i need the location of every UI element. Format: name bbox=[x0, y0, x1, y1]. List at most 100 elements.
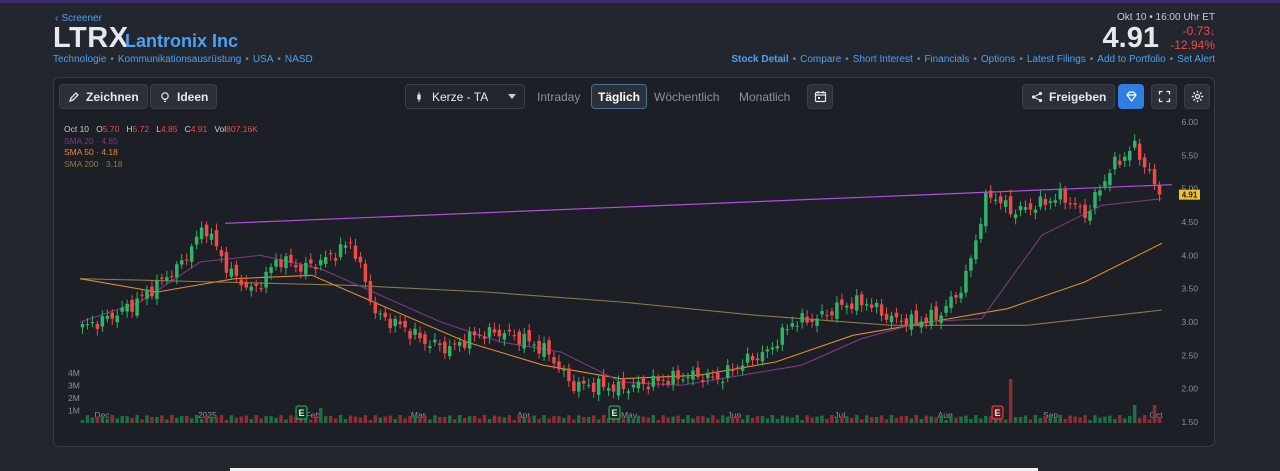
candle-body bbox=[1132, 140, 1137, 148]
volume-bar bbox=[1083, 415, 1087, 423]
y-tick-label: 4.00 bbox=[1181, 250, 1198, 260]
back-to-screener-link[interactable]: ‹ Screener bbox=[55, 13, 102, 24]
candle-body bbox=[1058, 188, 1062, 200]
tab-weekly[interactable]: Wöchentlich bbox=[654, 89, 720, 104]
link-short-interest[interactable]: Short Interest bbox=[852, 54, 913, 65]
candle-body bbox=[721, 381, 725, 384]
candle-body bbox=[676, 370, 680, 380]
quote-header: ‹ Screener LTRX Lantronix Inc Technologie… bbox=[53, 10, 1215, 70]
link-set-alert[interactable]: Set Alert bbox=[1177, 54, 1215, 65]
volume-bar bbox=[859, 419, 864, 423]
volume-bar bbox=[1028, 419, 1033, 423]
volume-bar bbox=[244, 415, 249, 423]
draw-button[interactable]: Zeichnen bbox=[59, 84, 148, 109]
volume-bar bbox=[989, 416, 993, 423]
volume-bar bbox=[95, 416, 100, 423]
volume-bar bbox=[785, 416, 790, 423]
candle-body bbox=[388, 318, 392, 329]
settings-button[interactable] bbox=[1184, 84, 1210, 109]
volume-bar bbox=[418, 417, 422, 423]
candle-body bbox=[244, 281, 249, 288]
volume-bar bbox=[517, 415, 521, 423]
tab-monthly[interactable]: Monatlich bbox=[739, 89, 791, 104]
candle-body bbox=[100, 316, 105, 327]
volume-bar bbox=[572, 419, 576, 423]
tag-industry[interactable]: Kommunikationsausrüstung bbox=[117, 54, 242, 65]
volume-bar bbox=[234, 417, 239, 423]
tag-exchange[interactable]: NASD bbox=[284, 54, 313, 65]
candle-body bbox=[254, 283, 258, 287]
x-tick-label: Oct bbox=[1149, 410, 1163, 420]
link-compare[interactable]: Compare bbox=[800, 54, 842, 65]
candle-body bbox=[120, 307, 124, 312]
link-add-to-portfolio[interactable]: Add to Portfolio bbox=[1097, 54, 1166, 65]
volume-bar bbox=[333, 418, 338, 423]
tab-daily[interactable]: Täglich bbox=[591, 84, 648, 109]
share-button[interactable]: Freigeben bbox=[1022, 84, 1116, 109]
chart-type-select[interactable]: Kerze - TA bbox=[405, 84, 525, 109]
volume-bar bbox=[184, 415, 189, 423]
volume-bar bbox=[1018, 416, 1023, 423]
candle-body bbox=[135, 298, 139, 316]
volume-bar bbox=[730, 416, 735, 423]
candle-body bbox=[130, 299, 134, 312]
volume-bar bbox=[1038, 417, 1043, 423]
volume-bar bbox=[85, 415, 90, 423]
ideas-button[interactable]: Ideen bbox=[150, 84, 218, 109]
candle-body bbox=[492, 329, 497, 333]
candle-body bbox=[1123, 156, 1127, 161]
candle-body bbox=[155, 279, 159, 300]
candle-body bbox=[314, 267, 318, 270]
candle-body bbox=[1152, 169, 1157, 185]
x-tick-label: Jul bbox=[834, 410, 845, 420]
date-range-button[interactable] bbox=[807, 84, 833, 109]
volume-bar bbox=[879, 415, 884, 423]
y-tick-label: 2.00 bbox=[1181, 384, 1198, 394]
volume-bar bbox=[348, 415, 353, 423]
candle-body bbox=[1137, 143, 1142, 160]
candle-body bbox=[234, 264, 239, 276]
candle-body bbox=[423, 334, 427, 345]
candle-body bbox=[180, 260, 184, 265]
candle-body bbox=[557, 361, 561, 370]
volume-bar bbox=[552, 415, 556, 423]
link-financials[interactable]: Financials bbox=[924, 54, 970, 65]
link-stock-detail[interactable]: Stock Detail bbox=[731, 54, 789, 65]
volume-bar bbox=[284, 419, 288, 423]
premium-button[interactable] bbox=[1118, 84, 1144, 109]
candle-body bbox=[626, 391, 631, 394]
link-latest-filings[interactable]: Latest Filings bbox=[1026, 54, 1086, 65]
tab-intraday[interactable]: Intraday bbox=[537, 89, 581, 104]
volume-bar bbox=[1073, 416, 1077, 423]
link-options[interactable]: Options bbox=[980, 54, 1016, 65]
candle-body bbox=[884, 313, 889, 320]
candle-body bbox=[671, 370, 675, 385]
candle-body bbox=[725, 365, 730, 379]
volume-bar bbox=[1147, 419, 1152, 423]
candle-body bbox=[1098, 190, 1102, 196]
volume-bar bbox=[1008, 379, 1013, 423]
candle-body bbox=[770, 347, 775, 350]
legend-sma20: SMA 20 · 4.85 bbox=[64, 135, 118, 146]
candle-body bbox=[1043, 199, 1048, 205]
fullscreen-button[interactable] bbox=[1151, 84, 1177, 109]
volume-bar bbox=[1152, 405, 1157, 423]
candle-body bbox=[1038, 196, 1043, 207]
candle-body bbox=[909, 314, 914, 330]
volume-bar bbox=[140, 419, 144, 423]
volume-bar bbox=[413, 416, 417, 423]
volume-bar bbox=[735, 415, 740, 423]
volume-bar bbox=[363, 415, 368, 423]
volume-bar bbox=[725, 416, 730, 423]
company-name[interactable]: Lantronix Inc bbox=[125, 31, 239, 51]
tag-sector[interactable]: Technologie bbox=[53, 54, 107, 65]
volume-bar bbox=[919, 418, 924, 423]
candle-body bbox=[641, 378, 646, 385]
price-chart[interactable]: 6.00 5.50 5.00 4.50 4.00 3.50 3.00 2.50 2.00 1.50… bbox=[54, 118, 1214, 428]
tag-country[interactable]: USA bbox=[252, 54, 274, 65]
x-tick-label: Dec bbox=[94, 410, 110, 420]
candle-body bbox=[353, 245, 358, 259]
candle-body bbox=[701, 380, 705, 382]
volume-bar bbox=[830, 415, 834, 423]
candle-body bbox=[1063, 188, 1067, 203]
